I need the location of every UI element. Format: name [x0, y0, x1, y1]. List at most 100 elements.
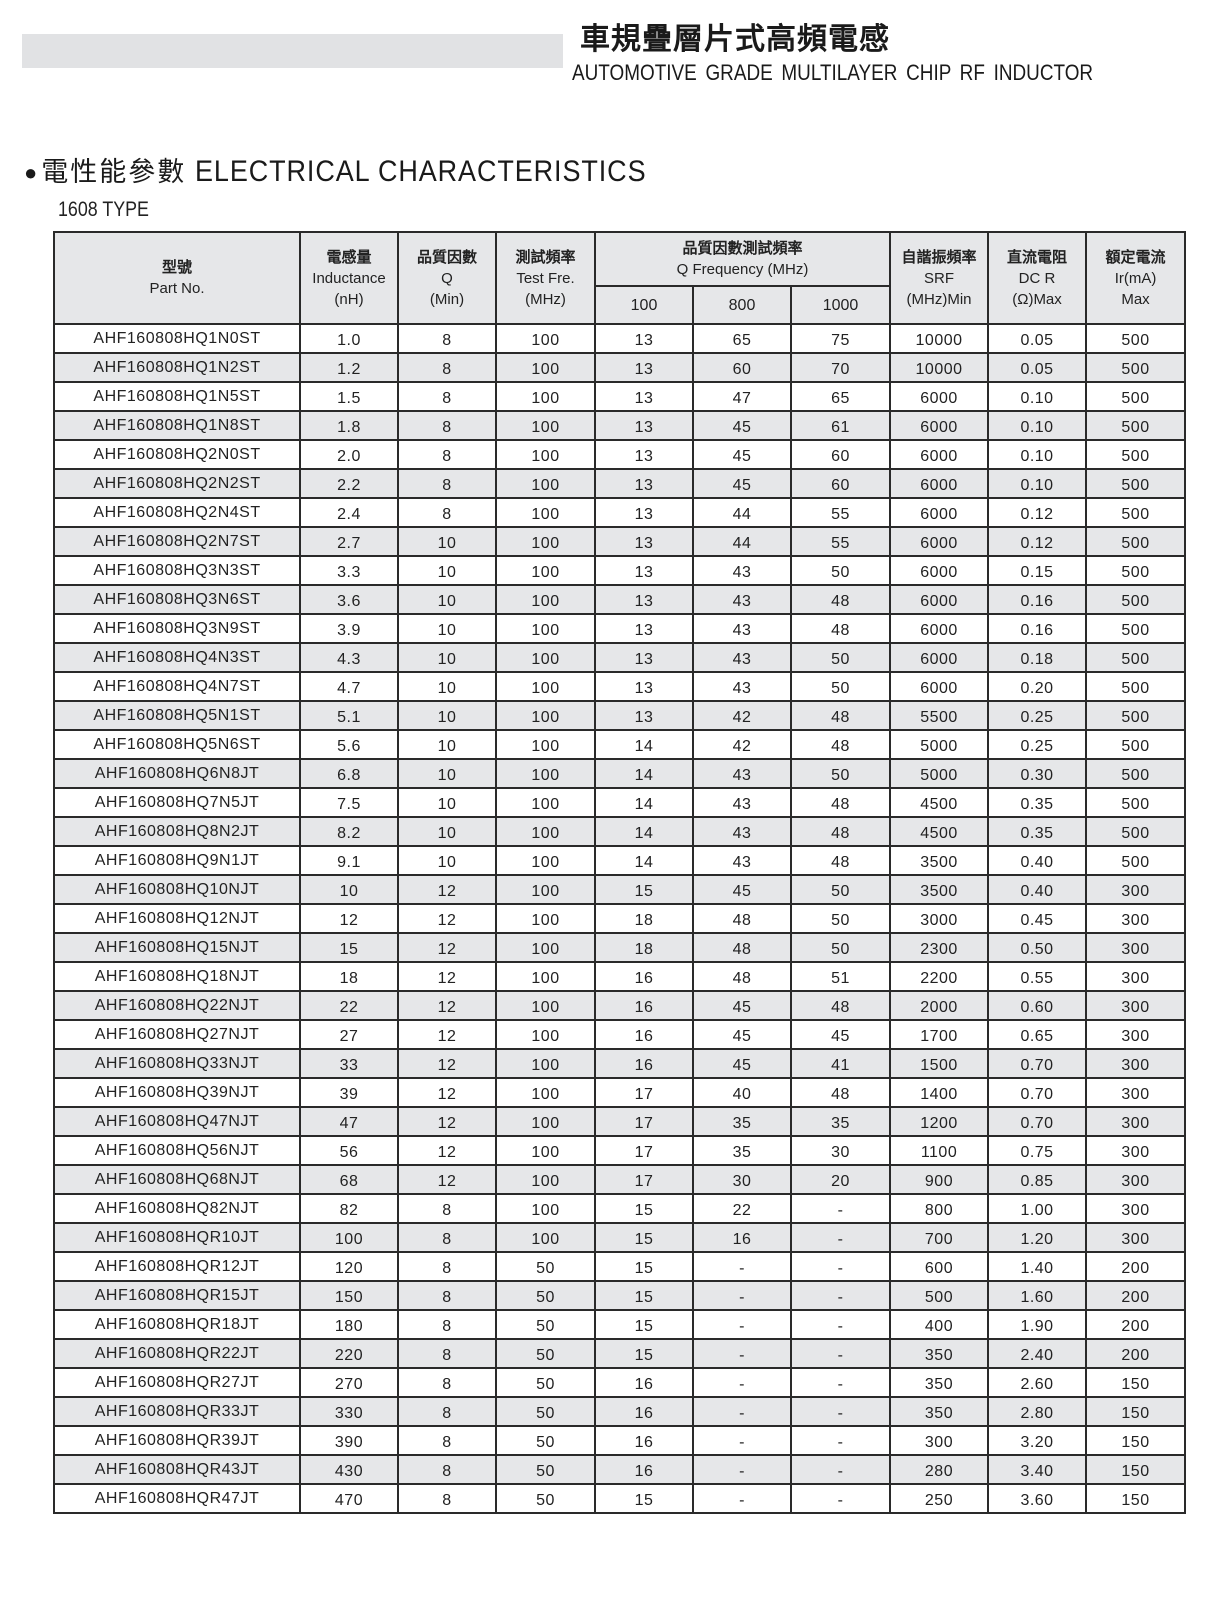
cell-q-at-100: 13: [594, 439, 694, 470]
cell-q-at-100: 13: [594, 555, 694, 586]
cell-value: -: [837, 1259, 844, 1277]
cell-q-at-800: 60: [692, 352, 792, 383]
cell-value: 100: [531, 650, 560, 668]
cell-value: 100: [531, 940, 560, 958]
cell-value: 10: [437, 679, 457, 697]
header-dcr-unit: (Ω)Max: [1012, 290, 1062, 308]
cell-q-at-800: 43: [692, 787, 792, 818]
cell-q-at-100: 13: [594, 410, 694, 441]
cell-value: 150: [1121, 1462, 1150, 1480]
header-decor-bar: [22, 34, 563, 68]
cell-value: AHF160808HQ4N7ST: [93, 677, 261, 695]
cell-value: 6000: [920, 650, 958, 668]
cell-test-freq: 100: [495, 352, 596, 383]
cell-part-no: AHF160808HQR15JT: [53, 1280, 301, 1311]
cell-value: 10: [437, 563, 457, 581]
cell-q-min: 10: [397, 845, 497, 876]
cell-q-at-100: 16: [594, 1019, 694, 1050]
cell-value: 0.85: [1020, 1172, 1054, 1190]
header-q: 品質因數 Q (Min): [397, 231, 497, 325]
cell-value: 60: [831, 476, 850, 494]
cell-part-no: AHF160808HQ6N8JT: [53, 758, 301, 789]
cell-dcr: 0.40: [987, 874, 1088, 905]
cell-srf: 5000: [889, 758, 990, 789]
cell-value: 0.16: [1020, 592, 1054, 610]
cell-q-at-100: 17: [594, 1164, 694, 1195]
cell-q-at-1000: 48: [789, 990, 892, 1021]
cell-value: 50: [536, 1346, 555, 1364]
cell-value: 20: [831, 1172, 850, 1190]
cell-value: 43: [732, 679, 752, 697]
cell-value: 16: [634, 1056, 654, 1074]
cell-inductance: 220: [299, 1338, 399, 1369]
cell-test-freq: 100: [495, 990, 596, 1021]
cell-value: 8: [442, 1404, 452, 1422]
header-q-en: Q: [441, 269, 453, 287]
cell-value: AHF160808HQ3N3ST: [93, 561, 261, 579]
cell-value: AHF160808HQ4N3ST: [93, 648, 261, 666]
cell-value: 10: [437, 766, 457, 784]
cell-value: 3.40: [1020, 1462, 1054, 1480]
header-ir-cn: 額定電流: [1105, 247, 1166, 266]
cell-value: 500: [1121, 505, 1150, 523]
cell-value: 10: [437, 592, 457, 610]
cell-value: 12: [437, 1143, 457, 1161]
cell-value: AHF160808HQR12JT: [94, 1257, 260, 1275]
cell-part-no: AHF160808HQ47NJT: [53, 1106, 301, 1137]
cell-q-at-100: 13: [594, 323, 694, 354]
cell-value: 14: [634, 795, 654, 813]
cell-q-min: 8: [397, 497, 497, 528]
cell-q-min: 10: [397, 555, 497, 586]
cell-value: 2200: [920, 969, 958, 987]
cell-value: 100: [334, 1230, 364, 1248]
cell-value: AHF160808HQ27NJT: [94, 1025, 260, 1043]
cell-value: 2000: [920, 998, 958, 1016]
cell-inductance: 2.4: [299, 497, 399, 528]
section-title-en: ELECTRICAL CHARACTERISTICS: [194, 155, 647, 188]
cell-value: 300: [1121, 1114, 1150, 1132]
cell-value: 500: [1121, 679, 1150, 697]
table-row: AHF160808HQR33JT 330 8 50 16 - - 350 2.80 150: [53, 1396, 1187, 1427]
cell-value: 22: [732, 1201, 752, 1219]
cell-value: 300: [1121, 1201, 1150, 1219]
cell-value: 12: [437, 1114, 457, 1132]
cell-q-at-100: 14: [594, 758, 694, 789]
cell-q-at-100: 16: [594, 1454, 694, 1485]
header-inductance-unit: (nH): [334, 290, 364, 308]
cell-q-at-100: 17: [594, 1106, 694, 1137]
cell-value: -: [837, 1491, 844, 1509]
cell-dcr: 0.35: [987, 787, 1088, 818]
cell-srf: 300: [889, 1425, 990, 1456]
cell-ir: 500: [1085, 526, 1187, 557]
cell-value: 48: [732, 911, 752, 929]
header-srf: 自諧振頻率 SRF (MHz)Min: [889, 231, 990, 325]
cell-test-freq: 50: [495, 1251, 596, 1282]
cell-value: 13: [634, 563, 654, 581]
cell-q-at-100: 16: [594, 1367, 694, 1398]
cell-ir: 150: [1085, 1483, 1187, 1514]
cell-value: 500: [1121, 447, 1150, 465]
cell-value: 300: [1121, 1172, 1150, 1190]
cell-value: 13: [634, 447, 654, 465]
cell-value: 12: [437, 998, 457, 1016]
cell-srf: 1200: [889, 1106, 990, 1137]
cell-value: 5.1: [337, 708, 361, 726]
cell-q-at-100: 16: [594, 1425, 694, 1456]
table-row: AHF160808HQ5N6ST 5.6 10 100 14 42 48 5000 0.25 50…: [53, 729, 1187, 760]
cell-value: 250: [924, 1491, 954, 1509]
cell-ir: 500: [1085, 352, 1187, 383]
cell-value: 150: [334, 1288, 364, 1306]
cell-value: 0.25: [1020, 708, 1054, 726]
cell-srf: 280: [889, 1454, 990, 1485]
header-q-frequency-cn: 品質因數測試頻率: [682, 239, 803, 257]
cell-value: 1.40: [1020, 1259, 1054, 1277]
cell-srf: 6000: [889, 642, 990, 673]
cell-value: 82: [339, 1201, 359, 1219]
cell-q-at-100: 13: [594, 642, 694, 673]
cell-value: 48: [831, 853, 850, 871]
cell-q-at-1000: -: [789, 1454, 892, 1485]
cell-value: -: [739, 1433, 745, 1451]
cell-q-at-100: 13: [594, 497, 694, 528]
cell-value: 3.9: [337, 621, 361, 639]
table-row: AHF160808HQ1N5ST 1.5 8 100 13 47 65 6000 0.10 500: [53, 381, 1187, 412]
